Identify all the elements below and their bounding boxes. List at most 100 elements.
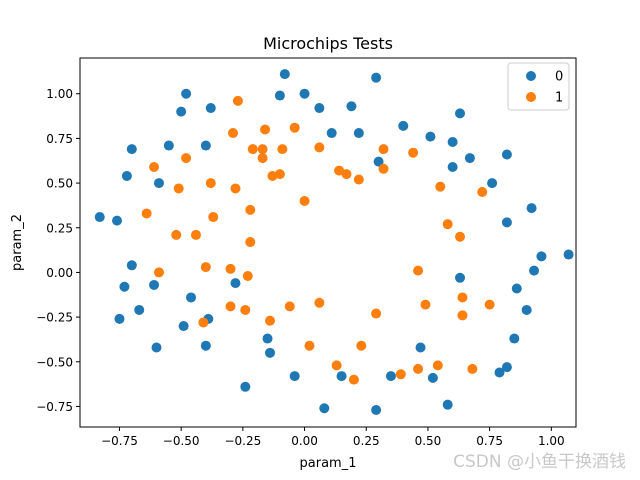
scatter-point-series-0 (371, 72, 382, 83)
scatter-point-series-0 (178, 321, 189, 332)
scatter-point-series-1 (225, 263, 236, 274)
scatter-point-series-1 (190, 229, 201, 240)
scatter-point-series-0 (511, 283, 522, 294)
scatter-point-series-1 (240, 304, 251, 315)
scatter-point-series-0 (181, 88, 192, 99)
scatter-point-series-0 (299, 88, 310, 99)
axes-layer: −0.75 −0.50 −0.25 0.00 0.25 0.50 0.75 1.00 −0.75… (36, 87, 564, 448)
scatter-point-series-0 (230, 278, 241, 289)
x-tick-label: 0.75 (476, 434, 503, 448)
scatter-point-series-0 (442, 399, 453, 410)
scatter-point-series-1 (334, 165, 345, 176)
scatter-point-series-1 (171, 229, 182, 240)
scatter-point-series-0 (501, 217, 512, 228)
legend: 0 1 (507, 62, 570, 111)
scatter-point-series-1 (205, 178, 216, 189)
scatter-point-series-1 (348, 374, 359, 385)
scatter-point-series-0 (114, 313, 125, 324)
y-tick-label: 0.00 (46, 266, 73, 280)
scatter-point-series-1 (245, 237, 256, 248)
scatter-point-series-1 (242, 271, 253, 281)
points-layer (94, 69, 574, 416)
scatter-point-series-1 (257, 153, 268, 164)
scatter-point-series-1 (353, 174, 364, 185)
scatter-point-series-1 (378, 163, 389, 174)
scatter-point-series-1 (442, 219, 453, 230)
scatter-point-series-0 (455, 272, 466, 283)
scatter-point-series-0 (326, 128, 337, 139)
scatter-point-series-1 (265, 315, 276, 326)
scatter-point-series-1 (208, 212, 219, 223)
x-tick-label: −0.50 (163, 434, 200, 448)
legend-marker-1 (526, 92, 536, 102)
scatter-point-series-0 (526, 203, 537, 214)
scatter-point-series-0 (200, 140, 211, 151)
scatter-point-series-0 (494, 367, 505, 378)
scatter-point-series-1 (371, 308, 382, 319)
scatter-point-series-0 (425, 131, 436, 142)
legend-marker-0 (526, 71, 536, 81)
y-tick-label: 1.00 (46, 87, 73, 101)
scatter-point-series-0 (314, 103, 325, 114)
scatter-point-series-1 (284, 301, 295, 312)
scatter-point-series-0 (563, 249, 574, 260)
legend-label-1: 1 (555, 91, 563, 106)
scatter-point-series-0 (126, 260, 137, 271)
x-tick-label: 0.50 (415, 434, 442, 448)
scatter-point-series-0 (398, 120, 409, 131)
scatter-point-series-1 (225, 301, 236, 312)
y-tick-label: 0.50 (46, 177, 73, 191)
legend-box (507, 62, 570, 111)
scatter-point-series-0 (536, 251, 547, 262)
scatter-point-series-1 (230, 183, 241, 194)
scatter-point-series-1 (457, 310, 468, 321)
scatter-point-series-1 (420, 299, 431, 310)
scatter-point-series-0 (319, 403, 330, 414)
x-tick-label: −0.25 (224, 434, 261, 448)
scatter-point-series-1 (413, 363, 424, 374)
scatter-point-series-1 (457, 292, 468, 303)
scatter-point-series-1 (413, 265, 424, 276)
scatter-point-series-0 (112, 215, 123, 226)
scatter-point-series-0 (371, 405, 382, 416)
scatter-point-series-0 (455, 108, 466, 119)
scatter-point-series-0 (447, 162, 458, 172)
scatter-point-series-1 (484, 299, 495, 310)
scatter-point-series-0 (240, 381, 251, 392)
x-tick-label: 1.00 (538, 434, 565, 448)
scatter-point-series-0 (346, 101, 357, 112)
scatter-point-series-1 (467, 363, 478, 374)
scatter-point-series-1 (153, 267, 164, 278)
scatter-point-series-0 (501, 149, 512, 160)
scatter-point-series-0 (529, 265, 540, 276)
scatter-point-series-1 (141, 208, 152, 219)
scatter-point-series-0 (149, 279, 160, 290)
x-tick-label: 0.25 (353, 434, 380, 448)
scatter-point-series-0 (373, 156, 384, 167)
scatter-point-series-0 (121, 170, 132, 181)
scatter-point-series-1 (260, 124, 271, 135)
scatter-point-series-0 (200, 340, 211, 351)
chart-title: Microchips Tests (263, 34, 393, 53)
scatter-point-series-0 (464, 153, 475, 164)
scatter-point-series-0 (262, 333, 273, 344)
scatter-point-series-0 (509, 333, 520, 344)
scatter-point-series-0 (205, 103, 216, 114)
scatter-point-series-1 (181, 153, 192, 164)
scatter-point-series-1 (304, 340, 315, 351)
y-tick-label: 0.75 (46, 132, 73, 146)
scatter-point-series-1 (149, 162, 160, 172)
plot-area-frame (79, 57, 577, 428)
scatter-point-series-1 (341, 169, 352, 180)
y-tick-label: 0.25 (46, 221, 73, 235)
scatter-point-series-0 (94, 212, 105, 223)
scatter-point-series-1 (228, 128, 238, 139)
scatter-point-series-0 (447, 136, 458, 147)
scatter-point-series-0 (126, 144, 137, 155)
scatter-point-series-0 (274, 90, 285, 101)
scatter-point-series-0 (487, 178, 498, 189)
scatter-point-series-1 (277, 144, 288, 155)
x-tick-label: −0.75 (101, 434, 138, 448)
scatter-point-series-1 (477, 187, 488, 198)
